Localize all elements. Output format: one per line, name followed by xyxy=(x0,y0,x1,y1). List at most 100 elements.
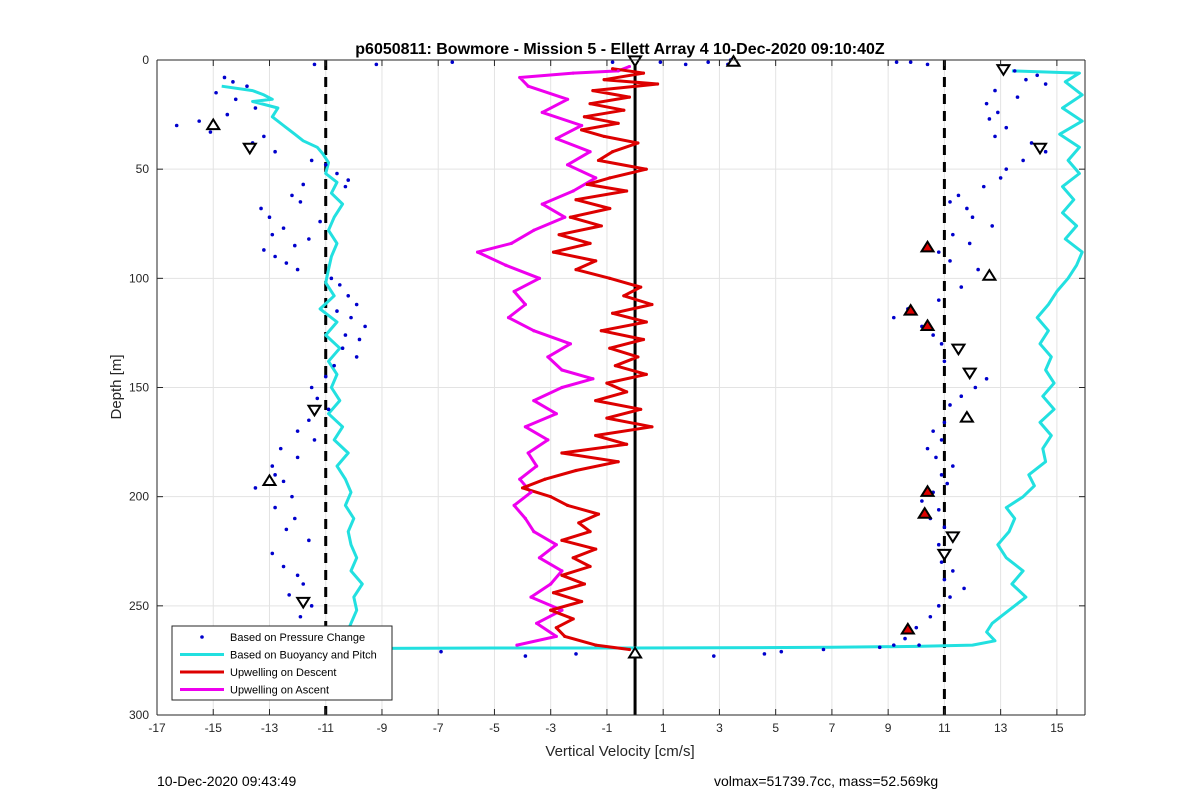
descent-point xyxy=(588,241,592,245)
pressure-change-point xyxy=(318,219,322,224)
pressure-change-point xyxy=(939,473,944,477)
ascent-point xyxy=(546,438,550,442)
descent-point xyxy=(551,250,556,254)
descent-marker xyxy=(981,268,998,281)
ascent-point xyxy=(588,150,592,154)
descent-point xyxy=(574,268,578,272)
ascent-point xyxy=(565,97,570,101)
ascent-point xyxy=(537,276,542,280)
upwelling-marker xyxy=(916,506,933,519)
descent-point xyxy=(644,372,648,376)
pressure-change-point xyxy=(290,494,294,499)
pressure-change-point xyxy=(1024,77,1028,82)
legend-entry-label: Upwelling on Descent xyxy=(230,667,336,679)
pressure-change-point xyxy=(894,60,899,64)
ascent-point xyxy=(518,477,522,481)
pressure-change-point xyxy=(315,396,320,401)
pressure-change-point xyxy=(225,112,230,117)
pressure-change-point xyxy=(931,429,935,433)
pressure-change-point xyxy=(208,130,213,134)
pressure-change-point xyxy=(993,88,997,93)
x-tick-label: -11 xyxy=(318,721,335,735)
legend-entry-label: Based on Buoyancy and Pitch xyxy=(230,650,377,662)
descent-marker xyxy=(725,54,742,67)
pressure-change-point xyxy=(951,464,955,468)
descent-point xyxy=(602,134,606,139)
pressure-change-point xyxy=(951,232,955,237)
pressure-change-point xyxy=(292,243,297,248)
pressure-change-point xyxy=(931,333,935,337)
descent-point xyxy=(608,206,612,211)
ascent-point xyxy=(512,289,516,294)
pressure-change-point xyxy=(925,446,930,451)
pressure-change-point xyxy=(959,394,964,399)
ascent-point xyxy=(565,163,570,167)
y-tick-label: 150 xyxy=(129,381,149,395)
descent-point xyxy=(644,320,648,324)
y-tick-label: 0 xyxy=(142,53,149,67)
pressure-change-point xyxy=(1043,82,1048,86)
descent-point xyxy=(602,78,606,82)
descent-point xyxy=(627,647,632,652)
pressure-change-point xyxy=(779,649,784,654)
pressure-change-point xyxy=(357,337,362,342)
pressure-change-point xyxy=(346,178,351,182)
pressure-change-point xyxy=(936,542,941,547)
pressure-change-point xyxy=(281,226,286,230)
pressure-change-point xyxy=(287,593,291,597)
pressure-change-point xyxy=(942,577,947,582)
y-tick-label: 50 xyxy=(136,162,150,176)
pressure-change-point xyxy=(309,604,314,608)
pressure-change-point xyxy=(990,224,994,228)
descent-point xyxy=(574,198,578,202)
pressure-change-point xyxy=(891,315,896,320)
ascent-point xyxy=(509,241,513,245)
ascent-point xyxy=(526,451,530,455)
descent-point xyxy=(560,573,564,577)
ascent-point xyxy=(546,355,550,359)
descent-marker xyxy=(959,410,975,423)
pressure-change-point xyxy=(903,636,907,641)
legend-entry-label: Based on Pressure Change xyxy=(230,632,365,644)
descent-point xyxy=(580,599,584,604)
descent-point xyxy=(608,276,612,280)
pressure-change-point xyxy=(439,649,443,654)
descent-point xyxy=(644,167,648,171)
pressure-change-point xyxy=(967,241,972,246)
pressure-change-point xyxy=(309,158,314,163)
pressure-change-point xyxy=(925,62,930,67)
pressure-change-point xyxy=(343,184,348,189)
ascent-point xyxy=(475,250,480,254)
descent-point xyxy=(577,521,581,525)
pressure-change-point xyxy=(337,283,342,287)
descent-point xyxy=(622,108,626,112)
pressure-change-point xyxy=(363,324,367,329)
upwelling-marker xyxy=(919,484,936,497)
upwelling-marker xyxy=(902,303,919,316)
x-tick-label: -1 xyxy=(602,721,613,735)
pressure-change-point xyxy=(273,505,277,510)
pressure-change-point xyxy=(284,261,289,265)
pressure-change-point xyxy=(998,176,1003,180)
pressure-change-point xyxy=(939,342,944,346)
pressure-change-point xyxy=(270,232,275,237)
pressure-change-point xyxy=(574,652,578,656)
ascent-point xyxy=(627,64,632,69)
descent-point xyxy=(616,460,620,464)
descent-point xyxy=(568,215,572,219)
pressure-change-point xyxy=(914,625,919,630)
descent-marker xyxy=(261,473,278,486)
ascent-point xyxy=(554,137,558,141)
y-tick-label: 100 xyxy=(129,271,149,285)
descent-point xyxy=(625,442,629,446)
descent-marker xyxy=(936,548,953,562)
pressure-change-point xyxy=(231,80,235,84)
pressure-change-point xyxy=(335,171,339,176)
chart-title: p6050811: Bowmore - Mission 5 - Ellett A… xyxy=(355,41,885,58)
pressure-change-point xyxy=(326,407,331,412)
descent-point xyxy=(639,285,643,289)
pressure-change-point xyxy=(335,309,339,313)
descent-marker xyxy=(1032,142,1048,156)
descent-point xyxy=(554,626,558,630)
